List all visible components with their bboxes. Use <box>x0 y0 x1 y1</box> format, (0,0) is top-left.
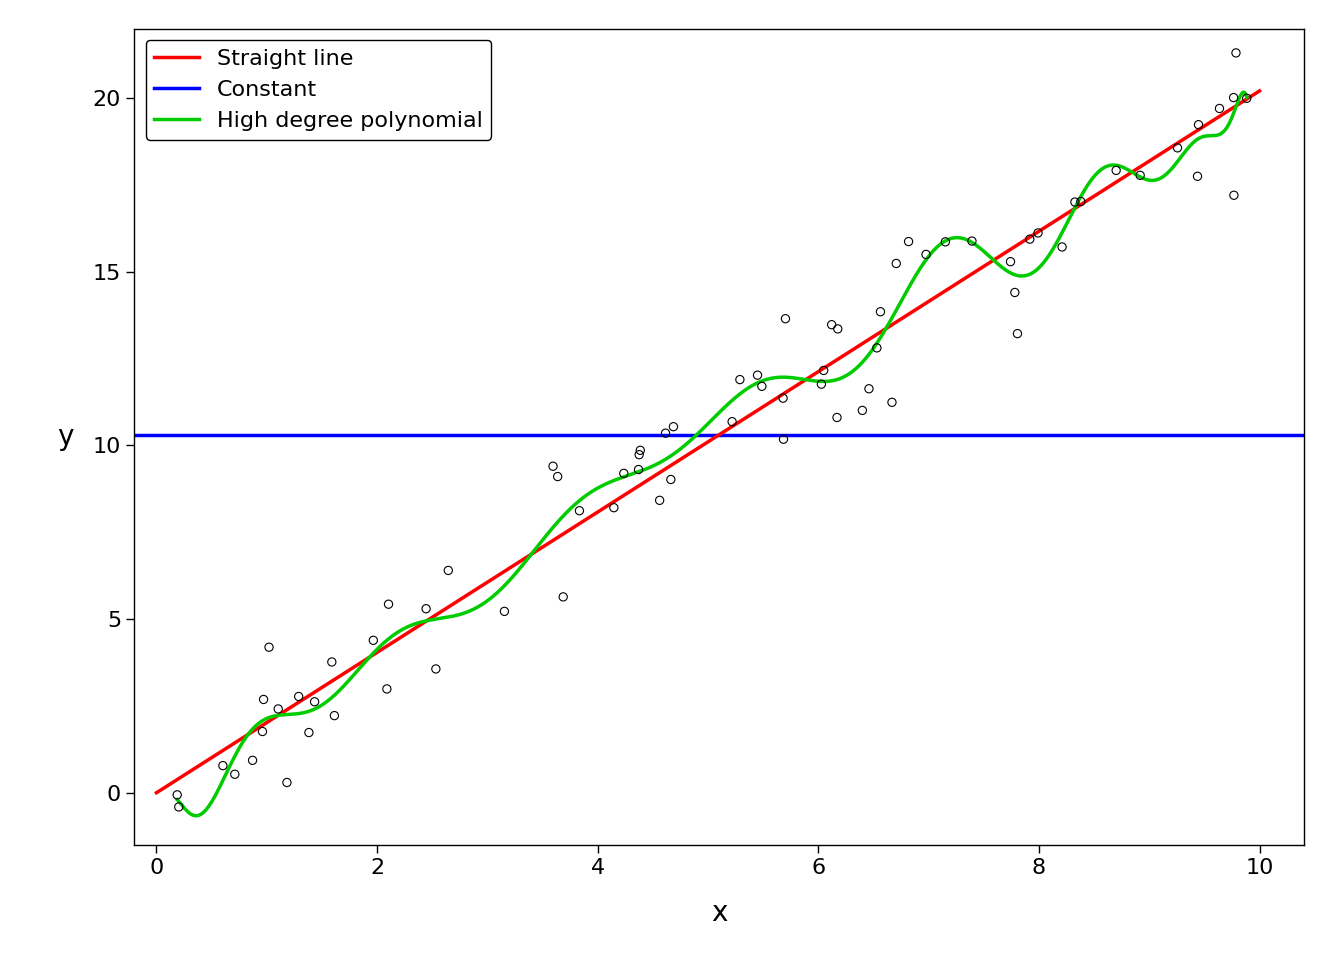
Point <box>915 247 937 262</box>
Point <box>1105 162 1126 178</box>
Point <box>253 692 274 708</box>
Point <box>378 596 399 612</box>
Point <box>827 322 848 337</box>
Point <box>1000 254 1021 270</box>
Legend: Straight line, Constant, High degree polynomial: Straight line, Constant, High degree pol… <box>145 40 492 140</box>
Point <box>961 233 982 249</box>
Point <box>870 304 891 320</box>
Point <box>1187 169 1208 184</box>
Point <box>1208 101 1230 116</box>
Point <box>629 447 650 463</box>
Point <box>438 563 460 578</box>
Point <box>649 492 671 508</box>
Point <box>552 589 574 605</box>
Point <box>774 311 796 326</box>
Point <box>224 767 246 782</box>
Point <box>866 340 887 355</box>
Point <box>1027 226 1048 241</box>
Point <box>493 604 515 619</box>
Point <box>251 724 273 739</box>
Point <box>258 639 280 655</box>
Point <box>168 800 190 815</box>
Point <box>747 368 769 383</box>
Point <box>1226 45 1247 60</box>
Point <box>542 459 563 474</box>
Point <box>1070 194 1091 209</box>
Point <box>321 655 343 670</box>
Point <box>603 500 625 516</box>
Point <box>1188 117 1210 132</box>
Point <box>267 701 289 716</box>
Point <box>1004 285 1025 300</box>
Point <box>324 708 345 723</box>
Point <box>1007 326 1028 342</box>
Point <box>898 234 919 250</box>
Point <box>1019 231 1040 247</box>
Point <box>1223 187 1245 203</box>
Point <box>663 419 684 434</box>
Point <box>751 378 773 394</box>
Point <box>934 234 956 250</box>
Point <box>242 753 263 768</box>
Point <box>167 787 188 803</box>
Point <box>1051 239 1073 254</box>
Point <box>810 376 832 392</box>
Y-axis label: y: y <box>56 422 73 451</box>
Point <box>1223 90 1245 106</box>
Point <box>363 633 384 648</box>
Point <box>882 395 903 410</box>
Point <box>1129 168 1150 183</box>
Point <box>613 466 634 481</box>
Point <box>821 317 843 332</box>
Point <box>629 443 650 458</box>
Point <box>304 694 325 709</box>
Point <box>886 255 907 271</box>
Point <box>859 381 880 396</box>
Point <box>376 682 398 697</box>
Point <box>722 414 743 429</box>
Point <box>628 462 649 477</box>
Point <box>425 661 446 677</box>
X-axis label: x: x <box>711 899 727 926</box>
Point <box>1167 140 1188 156</box>
Point <box>415 601 437 616</box>
Point <box>276 775 297 790</box>
Point <box>569 503 590 518</box>
Point <box>212 758 234 774</box>
Point <box>730 372 751 387</box>
Point <box>1064 194 1086 209</box>
Point <box>298 725 320 740</box>
Point <box>547 468 569 484</box>
Point <box>773 391 794 406</box>
Point <box>1236 90 1258 106</box>
Point <box>288 689 309 705</box>
Point <box>773 432 794 447</box>
Point <box>827 410 848 425</box>
Point <box>655 425 676 441</box>
Point <box>813 363 835 378</box>
Point <box>660 471 681 487</box>
Point <box>852 403 874 419</box>
